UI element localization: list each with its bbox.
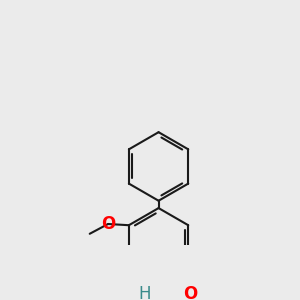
Text: O: O	[101, 215, 115, 233]
Text: H: H	[139, 285, 152, 300]
Text: O: O	[184, 285, 198, 300]
